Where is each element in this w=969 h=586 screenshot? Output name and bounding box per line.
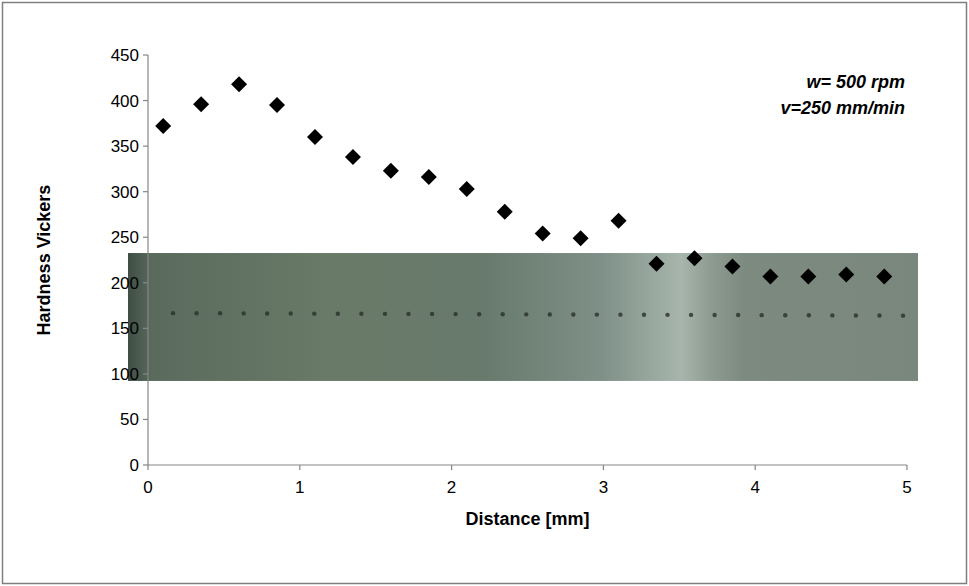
data-point bbox=[611, 213, 627, 229]
micrograph-indent bbox=[289, 311, 293, 315]
micrograph-indent bbox=[218, 311, 222, 315]
micrograph-indent bbox=[406, 312, 410, 316]
micrograph-indent bbox=[265, 311, 269, 315]
micrograph-indent bbox=[500, 312, 504, 316]
y-axis-line bbox=[147, 55, 148, 465]
y-tick-label: 200 bbox=[111, 274, 139, 293]
micrograph-indent bbox=[194, 311, 198, 315]
data-point bbox=[421, 169, 437, 185]
data-point bbox=[231, 76, 247, 92]
y-tick bbox=[143, 54, 148, 55]
micrograph-indent bbox=[359, 312, 363, 316]
micrograph-indent bbox=[430, 312, 434, 316]
micrograph-indent bbox=[524, 312, 528, 316]
x-axis-line bbox=[148, 464, 907, 465]
micrograph-band bbox=[128, 253, 918, 381]
micrograph-indent bbox=[548, 312, 552, 316]
x-tick-label: 5 bbox=[902, 478, 911, 497]
y-tick bbox=[143, 100, 148, 101]
y-tick bbox=[143, 419, 148, 420]
micrograph-indent bbox=[571, 312, 575, 316]
y-tick-label: 400 bbox=[111, 92, 139, 111]
x-tick-label: 3 bbox=[599, 478, 608, 497]
micrograph-indent bbox=[689, 313, 693, 317]
micrograph-indent bbox=[783, 313, 787, 317]
micrograph-indent bbox=[877, 313, 881, 317]
micrograph-indent bbox=[712, 313, 716, 317]
data-point bbox=[762, 268, 778, 284]
micrograph-indent bbox=[312, 311, 316, 315]
data-point bbox=[838, 267, 854, 283]
data-point bbox=[193, 96, 209, 112]
annotation: v=250 mm/min bbox=[780, 98, 905, 118]
data-point bbox=[459, 181, 475, 197]
y-tick-label: 250 bbox=[111, 228, 139, 247]
y-tick-label: 100 bbox=[111, 365, 139, 384]
micrograph-indent bbox=[901, 313, 905, 317]
y-tick-label: 300 bbox=[111, 183, 139, 202]
y-tick-label: 0 bbox=[130, 456, 139, 475]
data-point bbox=[307, 129, 323, 145]
data-point bbox=[535, 226, 551, 242]
micrograph-indent bbox=[453, 312, 457, 316]
data-point bbox=[876, 268, 892, 284]
x-tick bbox=[906, 465, 907, 470]
micrograph-indent bbox=[807, 313, 811, 317]
micrograph-indent bbox=[642, 313, 646, 317]
micrograph-indent bbox=[477, 312, 481, 316]
data-point bbox=[269, 97, 285, 113]
micrograph-indent bbox=[618, 312, 622, 316]
y-tick bbox=[143, 146, 148, 147]
x-tick bbox=[603, 465, 604, 470]
y-tick-label: 450 bbox=[111, 46, 139, 65]
micrograph-indent bbox=[665, 313, 669, 317]
x-tick-label: 1 bbox=[295, 478, 304, 497]
x-tick bbox=[299, 465, 300, 470]
y-tick bbox=[143, 464, 148, 465]
y-tick bbox=[143, 328, 148, 329]
micrograph-indent bbox=[171, 311, 175, 315]
y-tick bbox=[143, 373, 148, 374]
micrograph-indent bbox=[595, 312, 599, 316]
x-tick bbox=[147, 465, 148, 470]
y-tick-label: 350 bbox=[111, 137, 139, 156]
x-axis-title: Distance [mm] bbox=[465, 509, 589, 529]
micrograph-indent bbox=[241, 311, 245, 315]
x-tick-label: 0 bbox=[143, 478, 152, 497]
micrograph-indent bbox=[336, 312, 340, 316]
annotation: w= 500 rpm bbox=[806, 72, 905, 92]
data-point bbox=[573, 230, 589, 246]
data-point bbox=[649, 256, 665, 272]
data-point bbox=[155, 118, 171, 134]
x-tick bbox=[451, 465, 452, 470]
micrograph-indent bbox=[383, 312, 387, 316]
micrograph-indent bbox=[854, 313, 858, 317]
data-point bbox=[800, 268, 816, 284]
x-tick-label: 4 bbox=[750, 478, 759, 497]
data-point bbox=[497, 204, 513, 220]
y-tick bbox=[143, 191, 148, 192]
x-tick bbox=[755, 465, 756, 470]
data-point bbox=[383, 163, 399, 179]
data-point bbox=[686, 250, 702, 266]
micrograph-indents bbox=[171, 311, 905, 318]
y-axis-title: Hardness Vickers bbox=[34, 185, 54, 336]
micrograph-indent bbox=[736, 313, 740, 317]
y-tick-label: 50 bbox=[120, 410, 139, 429]
y-tick-label: 150 bbox=[111, 319, 139, 338]
micrograph-indent bbox=[760, 313, 764, 317]
y-tick bbox=[143, 282, 148, 283]
x-tick-label: 2 bbox=[447, 478, 456, 497]
data-point bbox=[345, 149, 361, 165]
y-tick bbox=[143, 237, 148, 238]
data-point bbox=[724, 258, 740, 274]
chart-frame bbox=[3, 3, 967, 584]
micrograph-indent bbox=[830, 313, 834, 317]
